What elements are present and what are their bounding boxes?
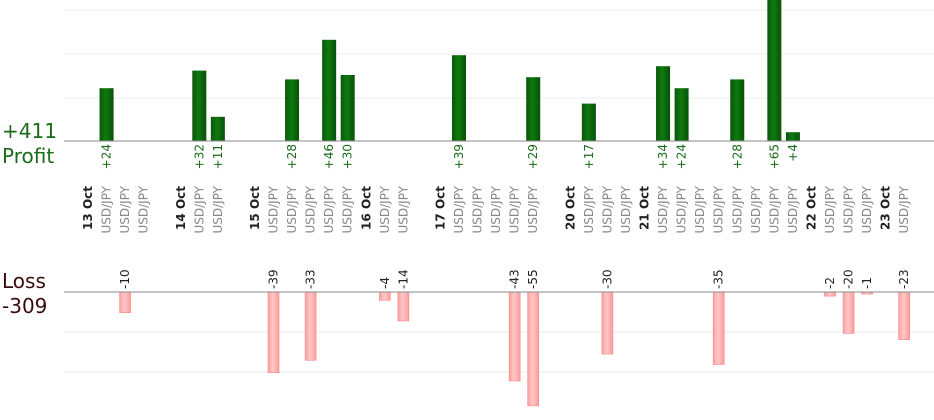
loss-value-label: -4 — [378, 277, 392, 289]
pair-label: USD/JPY — [897, 185, 911, 233]
loss-bar — [378, 291, 391, 301]
date-label: 13 Oct — [81, 186, 95, 230]
loss-label: Loss — [2, 269, 46, 293]
profit-value-label: +65 — [767, 144, 781, 169]
pair-label: USD/JPY — [471, 185, 485, 233]
pair-label: USD/JPY — [341, 185, 355, 233]
pair-label: USD/JPY — [137, 185, 151, 233]
profit-value-label: +24 — [100, 144, 114, 169]
profit-value-label: +29 — [526, 144, 540, 169]
pair-label: USD/JPY — [192, 185, 206, 233]
profit-bar — [581, 103, 596, 141]
loss-bar — [601, 291, 614, 355]
profit-bar — [767, 0, 782, 141]
pair-label: USD/JPY — [582, 185, 596, 233]
date-label: 23 Oct — [879, 186, 893, 230]
profit-value-label: +39 — [452, 144, 466, 169]
pair-label: USD/JPY — [489, 185, 503, 233]
pair-label: USD/JPY — [693, 185, 707, 233]
profit-bar — [210, 116, 225, 141]
profit-value-label: +28 — [730, 144, 744, 169]
pair-label: USD/JPY — [118, 185, 132, 233]
loss-value-label: -43 — [508, 269, 522, 289]
profit-bar — [526, 77, 541, 141]
pair-label: USD/JPY — [285, 185, 299, 233]
pair-label: USD/JPY — [675, 185, 689, 233]
profit-bar — [340, 75, 355, 141]
pair-label: USD/JPY — [712, 185, 726, 233]
pair-label: USD/JPY — [860, 185, 874, 233]
profit-value-label: +46 — [322, 144, 336, 169]
pair-label: USD/JPY — [767, 185, 781, 233]
profit-bar — [674, 88, 689, 141]
loss-bar — [304, 291, 317, 361]
pair-label: USD/JPY — [656, 185, 670, 233]
pair-label: USD/JPY — [378, 185, 392, 233]
pair-label: USD/JPY — [322, 185, 336, 233]
loss-bar — [824, 291, 836, 297]
loss-bar — [397, 291, 410, 322]
profit-value-label: +24 — [675, 144, 689, 169]
loss-bar — [842, 291, 855, 334]
profit-total: +411 — [2, 119, 57, 143]
date-label: 14 Oct — [174, 186, 188, 230]
loss-value-label: -10 — [118, 269, 132, 289]
pair-label: USD/JPY — [619, 185, 633, 233]
loss-value-label: -39 — [267, 269, 281, 289]
loss-value-label: -33 — [304, 269, 318, 289]
loss-value-label: -1 — [860, 277, 874, 289]
pair-label: USD/JPY — [211, 185, 225, 233]
loss-value-label: -35 — [712, 269, 726, 289]
date-label: 15 Oct — [248, 186, 262, 230]
profit-bar — [785, 132, 800, 141]
profit-value-label: +30 — [341, 144, 355, 169]
date-label: 17 Oct — [433, 186, 447, 230]
pair-label: USD/JPY — [823, 185, 837, 233]
pair-label: USD/JPY — [452, 185, 466, 233]
loss-total: -309 — [2, 294, 47, 318]
loss-value-label: -55 — [526, 269, 540, 289]
pair-label: USD/JPY — [786, 185, 800, 233]
profit-value-label: +28 — [285, 144, 299, 169]
loss-value-label: -14 — [396, 269, 410, 289]
profit-value-label: +17 — [582, 144, 596, 169]
profit-value-label: +4 — [786, 144, 800, 162]
profit-value-label: +34 — [656, 144, 670, 169]
pair-label: USD/JPY — [730, 185, 744, 233]
pair-label: USD/JPY — [526, 185, 540, 233]
pair-label: USD/JPY — [100, 185, 114, 233]
pair-label: USD/JPY — [600, 185, 614, 233]
date-label: 22 Oct — [804, 186, 818, 230]
profit-bar — [322, 39, 337, 141]
profit-bar — [730, 79, 745, 141]
pair-label: USD/JPY — [396, 185, 410, 233]
loss-bar — [119, 291, 131, 314]
profit-label: Profit — [2, 144, 54, 168]
loss-bar — [712, 291, 725, 365]
loss-bar — [527, 291, 540, 407]
profit-bar — [452, 55, 466, 142]
pair-label: USD/JPY — [842, 185, 856, 233]
profit-bar — [285, 79, 300, 141]
pair-label: USD/JPY — [508, 185, 522, 233]
loss-value-label: -2 — [823, 277, 837, 289]
pair-label: USD/JPY — [267, 185, 281, 233]
pair-label: USD/JPY — [304, 185, 318, 233]
date-label: 20 Oct — [563, 186, 577, 230]
pair-label: USD/JPY — [749, 185, 763, 233]
loss-value-label: -30 — [600, 269, 614, 289]
loss-bar — [267, 291, 280, 374]
date-label: 21 Oct — [638, 186, 652, 230]
profit-value-label: +32 — [192, 144, 206, 169]
profit-bar — [192, 70, 207, 141]
loss-bar — [508, 291, 521, 382]
profit-bar — [99, 88, 114, 141]
loss-value-label: -23 — [897, 269, 911, 289]
profit-bar — [656, 66, 671, 141]
loss-value-label: -20 — [842, 269, 856, 289]
loss-bar — [898, 291, 911, 340]
profit-value-label: +11 — [211, 144, 225, 169]
date-label: 16 Oct — [359, 186, 373, 230]
